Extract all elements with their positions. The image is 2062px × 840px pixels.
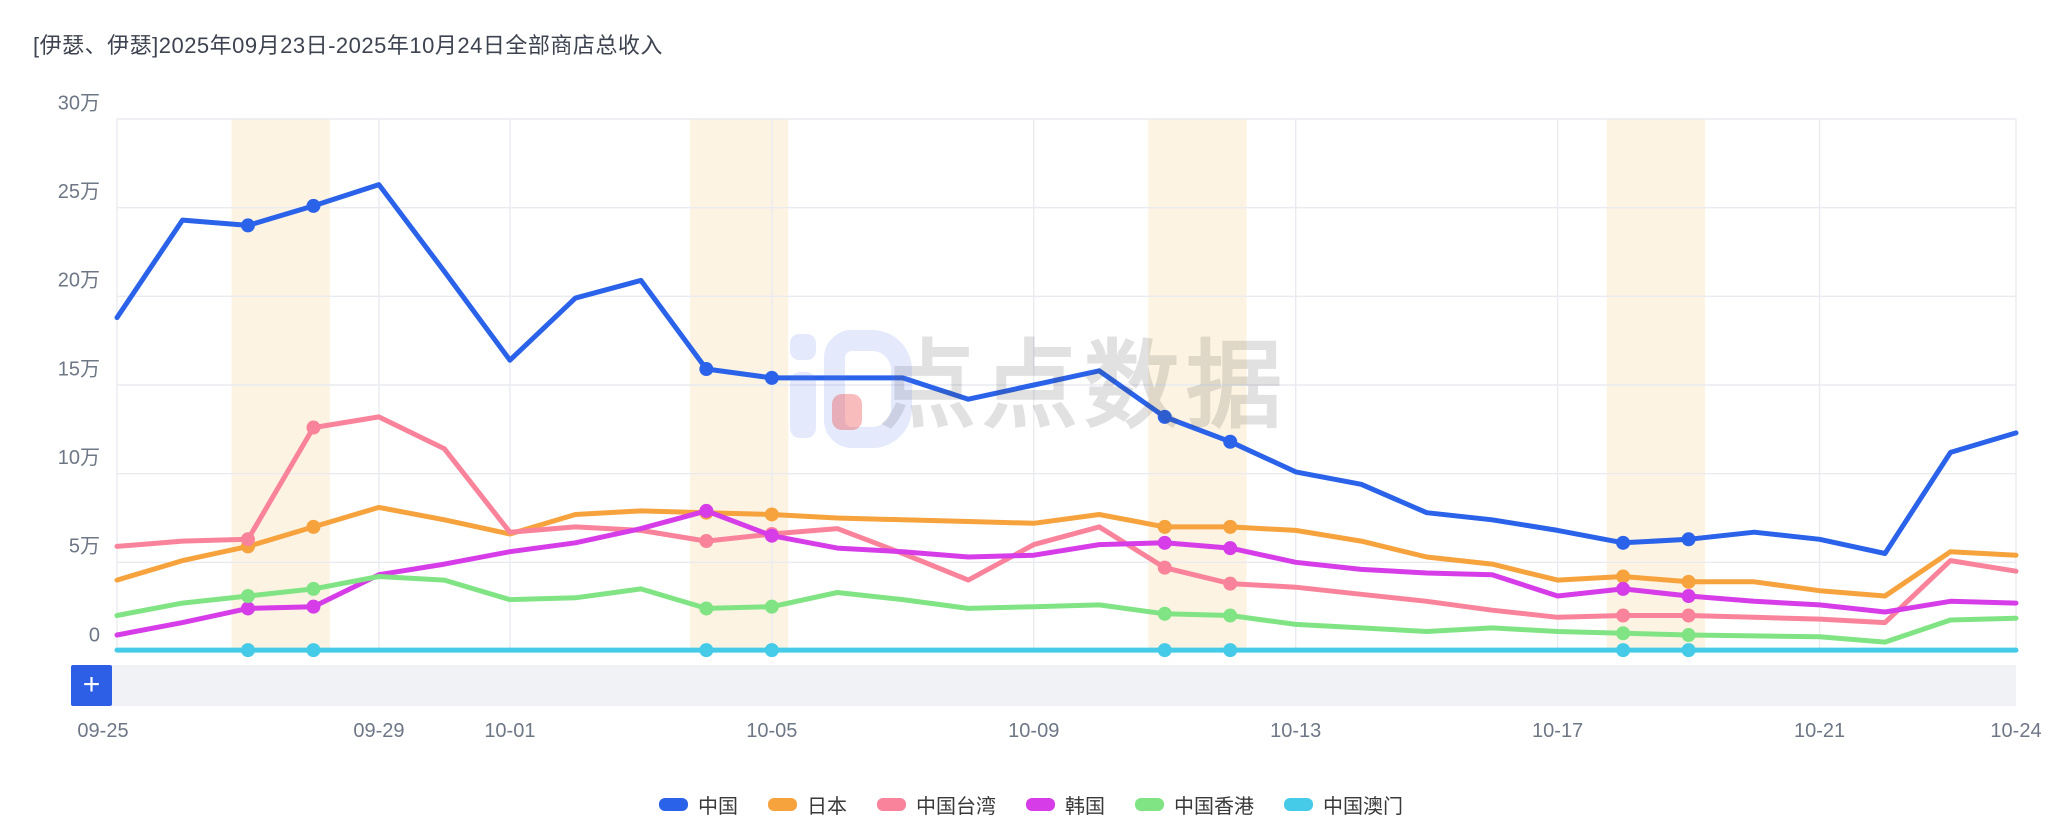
data-point-marker-korea[interactable] (1681, 589, 1696, 604)
data-point-marker-korea[interactable] (1157, 535, 1172, 550)
data-point-marker-china[interactable] (1157, 409, 1172, 424)
data-point-marker-korea[interactable] (1223, 541, 1238, 556)
data-point-marker-japan[interactable] (1616, 569, 1631, 584)
data-point-marker-china[interactable] (306, 198, 321, 213)
data-point-marker-macau[interactable] (1681, 643, 1696, 658)
x-axis-tick-label: 10-24 (1990, 720, 2041, 742)
page-title: [伊瑟、伊瑟]2025年09月23日-2025年10月24日全部商店总收入 (33, 33, 663, 58)
data-point-marker-japan[interactable] (764, 507, 779, 522)
y-axis-tick-label: 15万 (58, 358, 100, 380)
data-zoom-scrollbar[interactable] (112, 665, 2016, 706)
x-axis-tick-label: 10-09 (1008, 720, 1059, 742)
data-point-marker-hongkong[interactable] (1616, 626, 1631, 641)
legend-swatch-taiwan (877, 797, 906, 811)
data-point-marker-taiwan[interactable] (240, 532, 255, 547)
y-axis-tick-label: 10万 (58, 447, 100, 469)
data-point-marker-hongkong[interactable] (1681, 628, 1696, 643)
x-axis-tick-label: 09-25 (77, 720, 128, 742)
legend-swatch-macau (1284, 797, 1313, 811)
y-axis-tick-label: 5万 (69, 536, 100, 558)
data-point-marker-hongkong[interactable] (240, 589, 255, 604)
data-point-marker-japan[interactable] (1681, 574, 1696, 589)
data-point-marker-macau[interactable] (1616, 643, 1631, 658)
legend-swatch-hongkong (1135, 797, 1164, 811)
data-point-marker-china[interactable] (1616, 535, 1631, 550)
legend-item-hongkong[interactable]: 中国香港 (1135, 790, 1254, 819)
legend-swatch-china (659, 797, 688, 811)
data-point-marker-japan[interactable] (1157, 519, 1172, 534)
data-point-marker-korea[interactable] (240, 601, 255, 616)
data-point-marker-china[interactable] (240, 218, 255, 233)
data-point-marker-macau[interactable] (764, 643, 779, 658)
y-axis-tick-label: 0 (89, 624, 100, 646)
data-point-marker-hongkong[interactable] (1223, 608, 1238, 623)
x-axis-tick-label: 10-01 (484, 720, 535, 742)
legend-swatch-korea (1026, 797, 1055, 811)
data-point-marker-china[interactable] (1681, 532, 1696, 547)
x-axis-tick-label: 10-17 (1532, 720, 1583, 742)
series-line-korea[interactable] (114, 508, 2019, 638)
data-point-marker-macau[interactable] (306, 643, 321, 658)
data-point-marker-macau[interactable] (1223, 643, 1238, 658)
legend-label-china: 中国 (698, 795, 738, 818)
data-point-marker-hongkong[interactable] (764, 599, 779, 614)
series-line-china[interactable] (114, 182, 2019, 556)
legend-label-taiwan: 中国台湾 (916, 795, 996, 818)
data-point-marker-korea[interactable] (699, 503, 714, 518)
legend-item-japan[interactable]: 日本 (768, 790, 847, 819)
y-axis-tick-label: 20万 (58, 270, 100, 292)
data-point-marker-taiwan[interactable] (1681, 608, 1696, 623)
data-point-marker-china[interactable] (699, 362, 714, 377)
series-line-taiwan[interactable] (114, 414, 2019, 626)
legend-label-japan: 日本 (807, 795, 847, 818)
data-point-marker-taiwan[interactable] (1616, 608, 1631, 623)
legend-item-china[interactable]: 中国 (659, 790, 738, 819)
data-point-marker-taiwan[interactable] (306, 420, 321, 435)
legend-item-macau[interactable]: 中国澳门 (1284, 790, 1403, 819)
data-point-marker-korea[interactable] (1616, 581, 1631, 596)
data-point-marker-japan[interactable] (1223, 519, 1238, 534)
y-axis-tick-label: 25万 (58, 181, 100, 203)
legend-label-korea: 韩国 (1065, 795, 1105, 818)
data-point-marker-macau[interactable] (240, 643, 255, 658)
data-point-marker-china[interactable] (1223, 434, 1238, 449)
chart-legend: 中国 日本 中国台湾 韩国 中国香港 中国澳门 (0, 786, 2062, 822)
data-point-marker-hongkong[interactable] (1157, 606, 1172, 621)
legend-item-korea[interactable]: 韩国 (1026, 790, 1105, 819)
series-line-hongkong[interactable] (114, 574, 2019, 645)
y-axis-tick-label: 30万 (58, 92, 100, 114)
series-line-japan[interactable] (114, 504, 2019, 599)
x-axis-tick-label: 10-05 (746, 720, 797, 742)
legend-swatch-japan (768, 797, 797, 811)
legend-label-hongkong: 中国香港 (1174, 795, 1254, 818)
data-point-marker-macau[interactable] (1157, 643, 1172, 658)
data-point-marker-taiwan[interactable] (1157, 560, 1172, 575)
data-point-marker-macau[interactable] (699, 643, 714, 658)
data-point-marker-hongkong[interactable] (306, 581, 321, 596)
data-point-marker-hongkong[interactable] (699, 601, 714, 616)
data-zoom-add-button[interactable]: + (71, 665, 112, 706)
data-point-marker-taiwan[interactable] (1223, 576, 1238, 591)
data-point-marker-japan[interactable] (306, 519, 321, 534)
x-axis-tick-label: 09-29 (353, 720, 404, 742)
x-axis-tick-label: 10-13 (1270, 720, 1321, 742)
data-point-marker-china[interactable] (764, 370, 779, 385)
legend-label-macau: 中国澳门 (1323, 795, 1403, 818)
data-point-marker-korea[interactable] (764, 528, 779, 543)
x-axis-tick-label: 10-21 (1794, 720, 1845, 742)
data-point-marker-taiwan[interactable] (699, 534, 714, 549)
legend-item-taiwan[interactable]: 中国台湾 (877, 790, 996, 819)
data-point-marker-korea[interactable] (306, 599, 321, 614)
